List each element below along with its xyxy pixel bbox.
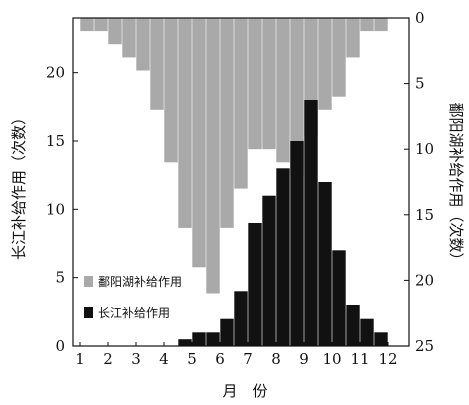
- yangtze-bar: [318, 182, 332, 346]
- yangtze-bar: [276, 168, 290, 346]
- porous-lake-bar: [318, 18, 332, 110]
- legend-swatch-yangtze: [84, 307, 93, 318]
- porous-lake-bar: [164, 18, 178, 163]
- right-tick-label: 20: [415, 271, 434, 289]
- x-tick-label: 4: [159, 350, 169, 368]
- yangtze-bar: [192, 332, 206, 346]
- left-axis-label: 长江补给作用（次数）: [10, 110, 28, 260]
- porous-lake-bar: [262, 18, 276, 150]
- right-tick-label: 10: [415, 140, 434, 158]
- yangtze-bar: [360, 318, 374, 346]
- yangtze-bar: [262, 195, 276, 346]
- porous-lake-bar: [150, 18, 164, 110]
- right-tick-label: 15: [415, 206, 434, 224]
- x-tick-label: 10: [322, 350, 341, 368]
- porous-lake-bar: [360, 18, 374, 32]
- left-tick-label: 0: [55, 337, 65, 355]
- yangtze-bar: [206, 332, 220, 346]
- left-axis: 0 5 10 15 20: [46, 64, 78, 355]
- porous-lake-bar: [346, 18, 360, 58]
- right-tick-label: 5: [415, 75, 425, 93]
- porous-lake-bar: [94, 18, 108, 32]
- porous-lake-bar: [178, 18, 192, 228]
- x-tick-label: 8: [271, 350, 281, 368]
- porous-lake-bar: [220, 18, 234, 228]
- porous-lake-bar: [248, 18, 262, 150]
- plot-frame: [72, 17, 410, 347]
- right-axis-label: 鄱阳湖补给作用（次数）: [447, 102, 465, 267]
- x-tick-label: 11: [350, 350, 369, 368]
- left-tick-label: 5: [55, 269, 65, 287]
- x-tick-label: 3: [131, 350, 141, 368]
- x-tick-label: 1: [75, 350, 85, 368]
- porous-lake-bar: [206, 18, 220, 294]
- left-tick-label: 20: [46, 64, 65, 82]
- yangtze-bar: [220, 318, 234, 346]
- porous-lake-bar: [192, 18, 206, 268]
- x-tick-label: 7: [243, 350, 253, 368]
- left-tick-label: 10: [46, 200, 65, 218]
- right-tick-label: 0: [415, 9, 425, 27]
- x-axis-label: 月 份: [222, 382, 267, 400]
- x-tick-label: 6: [215, 350, 225, 368]
- legend: 鄱阳湖补给作用 长江补给作用: [84, 274, 182, 320]
- yangtze-bar: [248, 223, 262, 346]
- x-tick-label: 12: [378, 350, 397, 368]
- x-tick-label: 9: [299, 350, 309, 368]
- yangtze-bar: [332, 250, 346, 346]
- porous-lake-bar: [276, 18, 290, 163]
- porous-lake-bar: [136, 18, 150, 71]
- x-tick-label: 5: [187, 350, 197, 368]
- porous-lake-bar: [80, 18, 94, 32]
- yangtze-bar: [346, 305, 360, 346]
- yangtze-series: [178, 100, 388, 346]
- porous-lake-series: [80, 18, 388, 294]
- porous-lake-bar: [122, 18, 136, 58]
- left-tick-label: 15: [46, 132, 65, 150]
- x-tick-label: 2: [103, 350, 113, 368]
- legend-swatch-porous-lake: [84, 276, 93, 287]
- yangtze-bar: [178, 339, 192, 346]
- yangtze-bar: [290, 141, 304, 346]
- porous-lake-bar: [234, 18, 248, 189]
- yangtze-bar: [304, 100, 318, 346]
- legend-label-porous-lake: 鄱阳湖补给作用: [98, 274, 182, 289]
- porous-lake-bar: [332, 18, 346, 97]
- right-axis: 0 5 10 15 20 25: [404, 9, 434, 355]
- porous-lake-bar: [374, 18, 388, 32]
- yangtze-bar: [234, 291, 248, 346]
- right-tick-label: 25: [415, 337, 434, 355]
- porous-lake-bar: [108, 18, 122, 45]
- porous-lake-bar: [290, 18, 304, 176]
- yangtze-bar: [374, 332, 388, 346]
- x-axis: 1 2 3 4 5 6 7 8 9 10 11 12: [75, 342, 398, 368]
- legend-label-yangtze: 长江补给作用: [98, 306, 170, 320]
